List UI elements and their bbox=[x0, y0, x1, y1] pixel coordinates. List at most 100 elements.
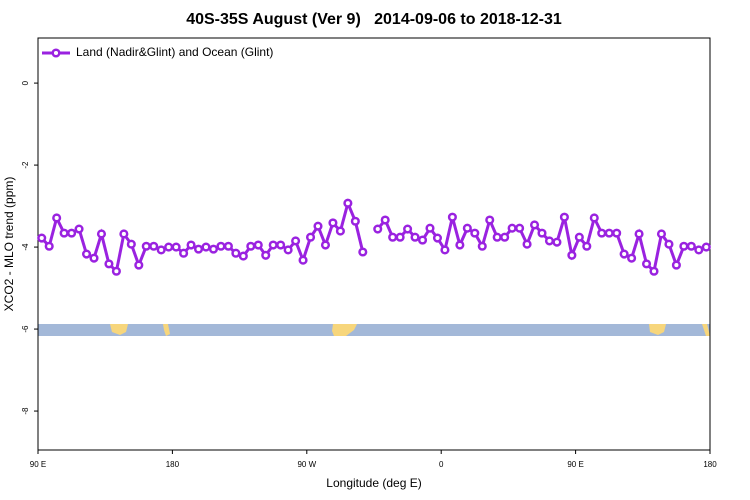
point bbox=[164, 242, 174, 252]
point bbox=[111, 266, 121, 276]
point bbox=[119, 229, 129, 239]
point bbox=[52, 213, 62, 223]
point bbox=[686, 241, 696, 251]
point bbox=[462, 223, 472, 233]
y-tick-label: 0 bbox=[21, 80, 30, 85]
point bbox=[231, 248, 241, 258]
point bbox=[44, 241, 54, 251]
point bbox=[432, 233, 443, 243]
point bbox=[619, 249, 629, 259]
point bbox=[261, 250, 271, 260]
point bbox=[104, 259, 114, 269]
point bbox=[552, 237, 562, 247]
chart-title: 40S-35S August (Ver 9) 2014-09-06 to 201… bbox=[186, 11, 562, 28]
point bbox=[208, 244, 219, 254]
y-tick-label: -6 bbox=[21, 325, 30, 333]
x-tick-label: 90 E bbox=[567, 460, 583, 469]
point bbox=[134, 260, 144, 270]
point bbox=[305, 232, 316, 242]
point bbox=[425, 223, 435, 233]
point bbox=[507, 223, 517, 233]
point bbox=[373, 224, 383, 234]
point bbox=[440, 245, 450, 255]
point bbox=[96, 229, 107, 239]
point bbox=[701, 242, 711, 252]
point bbox=[149, 241, 159, 251]
point bbox=[597, 228, 607, 238]
point bbox=[201, 242, 211, 252]
point bbox=[223, 241, 233, 251]
point bbox=[612, 228, 622, 238]
point bbox=[343, 198, 353, 208]
point bbox=[679, 241, 689, 251]
point bbox=[388, 232, 398, 242]
point bbox=[193, 244, 204, 254]
point bbox=[335, 226, 345, 236]
point bbox=[291, 236, 301, 246]
point bbox=[74, 224, 84, 234]
point bbox=[634, 229, 644, 239]
point bbox=[141, 241, 151, 251]
y-axis-label: XCO2 - MLO trend (ppm) bbox=[2, 177, 16, 312]
point bbox=[485, 215, 495, 225]
point bbox=[492, 232, 502, 242]
point bbox=[358, 247, 368, 257]
legend-marker bbox=[51, 48, 61, 58]
point bbox=[328, 218, 338, 228]
point bbox=[671, 260, 681, 270]
series-line bbox=[40, 198, 707, 275]
point bbox=[253, 240, 263, 250]
point bbox=[380, 215, 390, 225]
x-tick-label: 90 E bbox=[30, 460, 46, 469]
point bbox=[216, 241, 226, 251]
point bbox=[298, 255, 308, 265]
point bbox=[350, 216, 360, 226]
point bbox=[500, 232, 510, 242]
map-strip bbox=[38, 324, 710, 336]
point bbox=[447, 212, 457, 222]
point bbox=[410, 232, 420, 242]
point bbox=[656, 229, 667, 239]
point bbox=[179, 248, 189, 258]
point bbox=[641, 259, 652, 269]
point bbox=[627, 253, 637, 263]
point bbox=[522, 239, 532, 249]
point bbox=[246, 241, 256, 251]
point bbox=[403, 224, 413, 234]
x-tick-label: 0 bbox=[439, 460, 444, 469]
point bbox=[67, 228, 77, 238]
x-axis-label: Longitude (deg E) bbox=[326, 476, 421, 490]
point bbox=[126, 239, 136, 249]
point bbox=[276, 240, 286, 250]
point bbox=[417, 235, 428, 245]
point bbox=[544, 236, 555, 246]
point bbox=[455, 240, 465, 250]
x-tick-label: 180 bbox=[703, 460, 717, 469]
point bbox=[59, 228, 69, 238]
point bbox=[470, 228, 480, 238]
x-tick-label: 180 bbox=[166, 460, 180, 469]
point bbox=[694, 245, 704, 255]
y-tick-label: -4 bbox=[21, 243, 30, 251]
point bbox=[268, 240, 278, 250]
point bbox=[567, 250, 577, 260]
point bbox=[559, 212, 569, 222]
point bbox=[537, 228, 547, 238]
point bbox=[649, 266, 659, 276]
point bbox=[664, 239, 674, 249]
point bbox=[529, 220, 540, 230]
point bbox=[582, 241, 592, 251]
plot-frame bbox=[37, 37, 711, 451]
y-tick-label: -8 bbox=[21, 407, 30, 415]
point bbox=[515, 223, 525, 233]
y-tick-label: -2 bbox=[21, 161, 30, 169]
point bbox=[238, 251, 248, 261]
point bbox=[186, 240, 196, 250]
legend-label: Land (Nadir&Glint) and Ocean (Glint) bbox=[76, 45, 273, 59]
point bbox=[477, 241, 487, 251]
x-tick-label: 90 W bbox=[297, 460, 316, 469]
point bbox=[395, 232, 405, 242]
point bbox=[81, 249, 92, 259]
point bbox=[313, 221, 323, 231]
